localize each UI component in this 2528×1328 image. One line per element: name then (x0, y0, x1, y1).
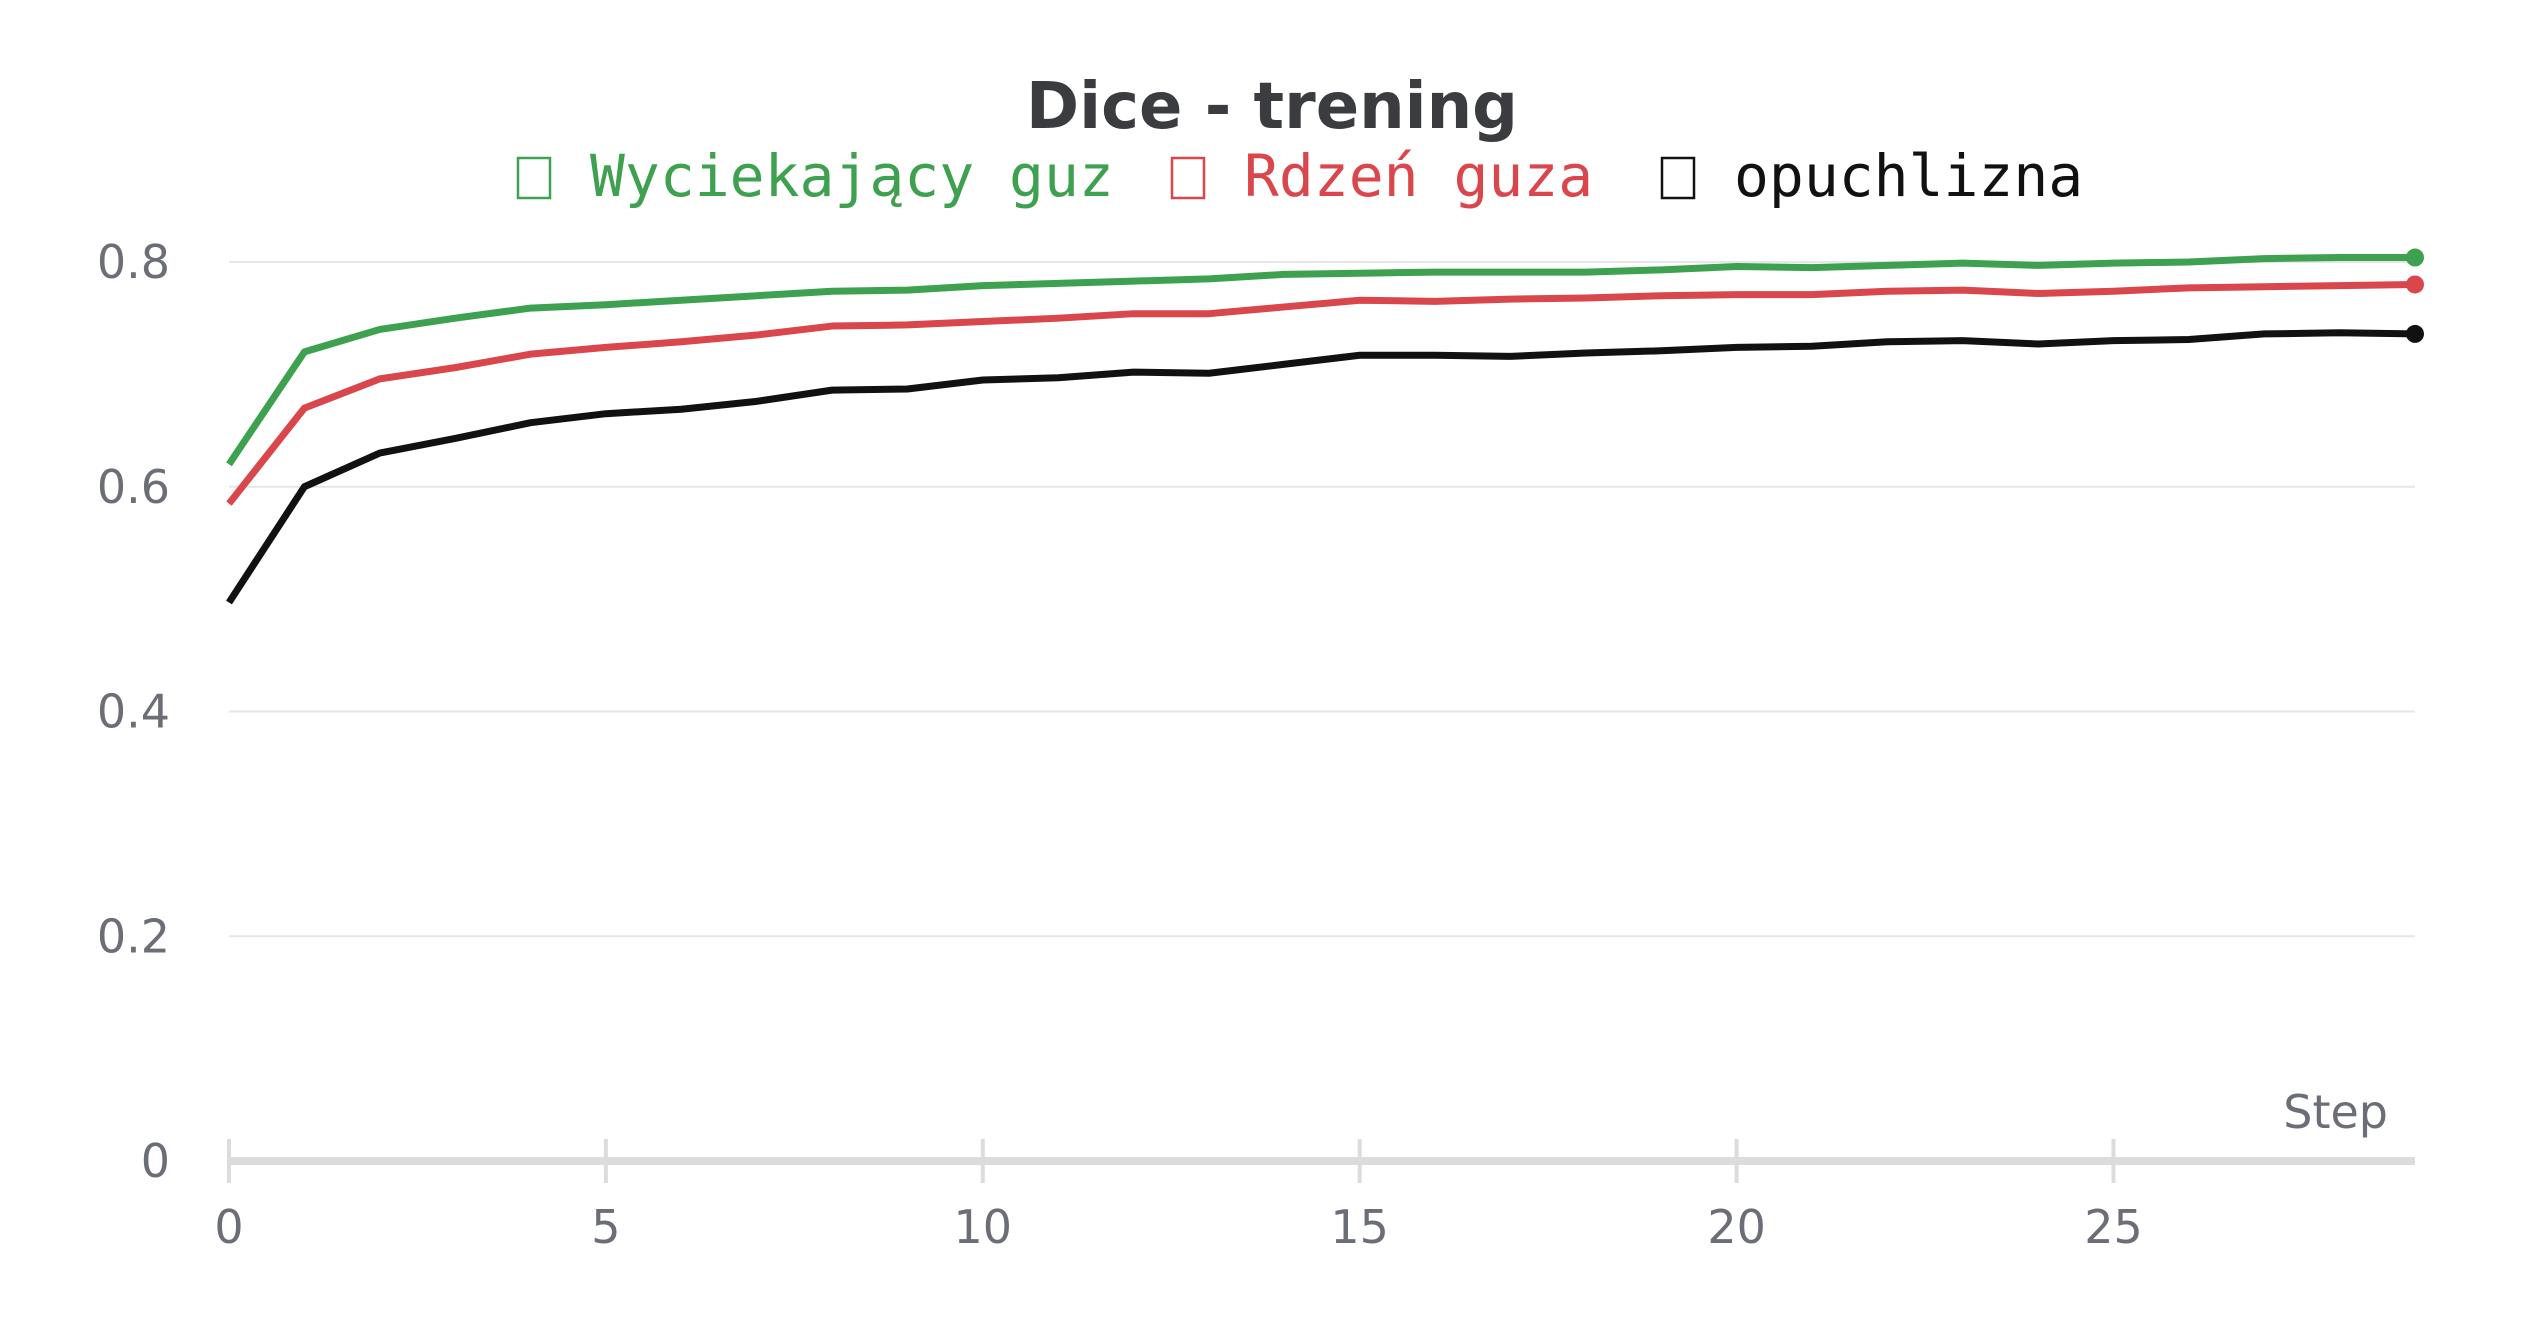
y-tick-label: 0.6 (97, 460, 170, 514)
legend-label: opuchlizna (1734, 142, 2083, 210)
y-tick-label: 0.8 (97, 235, 170, 289)
x-tick-label: 5 (591, 1200, 620, 1254)
x-tick-label: 10 (954, 1200, 1013, 1254)
y-tick-label: 0.4 (97, 685, 170, 739)
y-axis: 0 0.2 0.4 0.6 0.8 (97, 235, 170, 1188)
x-tick-label: 15 (1330, 1200, 1389, 1254)
x-tick-label: 0 (214, 1200, 243, 1254)
legend: Wyciekający guz Rdzeń guza opuchlizna (516, 142, 2083, 210)
legend-label: Wyciekający guz (590, 142, 1114, 210)
legend-swatch (1660, 156, 1696, 200)
y-tick-label: 0.2 (97, 909, 170, 963)
series-line-2 (226, 329, 2416, 605)
legend-label: Rdzeń guza (1244, 142, 1593, 210)
series-line-0 (226, 254, 2415, 467)
series-layer (226, 248, 2424, 605)
x-axis: 0 5 10 15 20 25 (214, 1139, 2415, 1254)
x-tick-label: 25 (2084, 1200, 2143, 1254)
x-axis-label: Step (2283, 1085, 2388, 1139)
legend-swatch (516, 156, 552, 200)
chart-title: Dice - trening (1026, 70, 1518, 144)
x-tick-label: 20 (1707, 1200, 1766, 1254)
series-line-1 (226, 280, 2416, 506)
y-tick-label: 0 (141, 1134, 170, 1188)
series-end-point (2406, 248, 2424, 267)
legend-swatch (1170, 156, 1206, 200)
series-end-point (2406, 324, 2424, 343)
series-end-point (2406, 275, 2424, 294)
